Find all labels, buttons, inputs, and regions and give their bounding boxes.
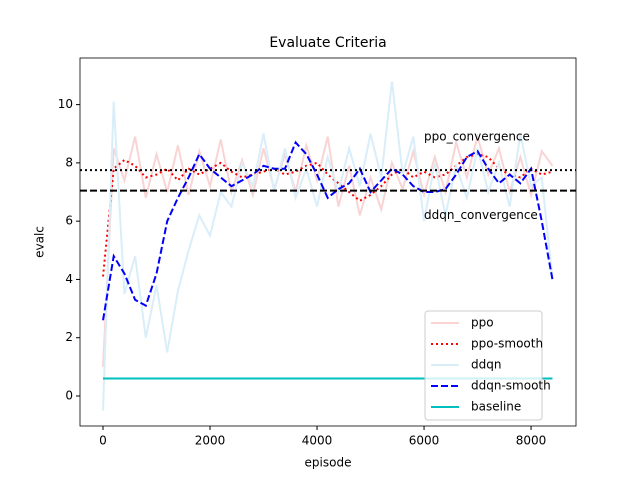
y-tick-label: 0 (65, 388, 73, 402)
plot-frame (79, 57, 577, 427)
x-axis-label: episode (305, 456, 352, 470)
x-tick-label: 2000 (195, 434, 226, 448)
y-tick-label: 10 (58, 97, 73, 111)
x-tick-label: 6000 (409, 434, 440, 448)
chart-title: Evaluate Criteria (269, 35, 386, 51)
series-line (102, 140, 554, 321)
legend-label: baseline (471, 400, 521, 414)
y-tick-label: 4 (65, 272, 73, 286)
reference-label: ddqn_convergence (424, 208, 538, 222)
reference-label: ppo_convergence (424, 130, 530, 144)
x-tick-label: 0 (99, 434, 107, 448)
y-tick-label: 6 (65, 214, 73, 228)
series-line (102, 132, 554, 367)
x-tick-label: 4000 (302, 434, 333, 448)
legend-label: ddqn-smooth (471, 379, 551, 393)
x-tick-label: 8000 (516, 434, 547, 448)
legend-label: ppo-smooth (471, 337, 543, 351)
y-tick-label: 2 (65, 330, 73, 344)
series-line (102, 153, 553, 277)
y-tick-label: 8 (65, 155, 73, 169)
y-axis-label: evalc (33, 226, 47, 258)
series-line (102, 81, 554, 411)
legend-label: ppo (471, 316, 494, 330)
legend-box (424, 310, 543, 421)
legend-label: ddqn (471, 358, 501, 372)
